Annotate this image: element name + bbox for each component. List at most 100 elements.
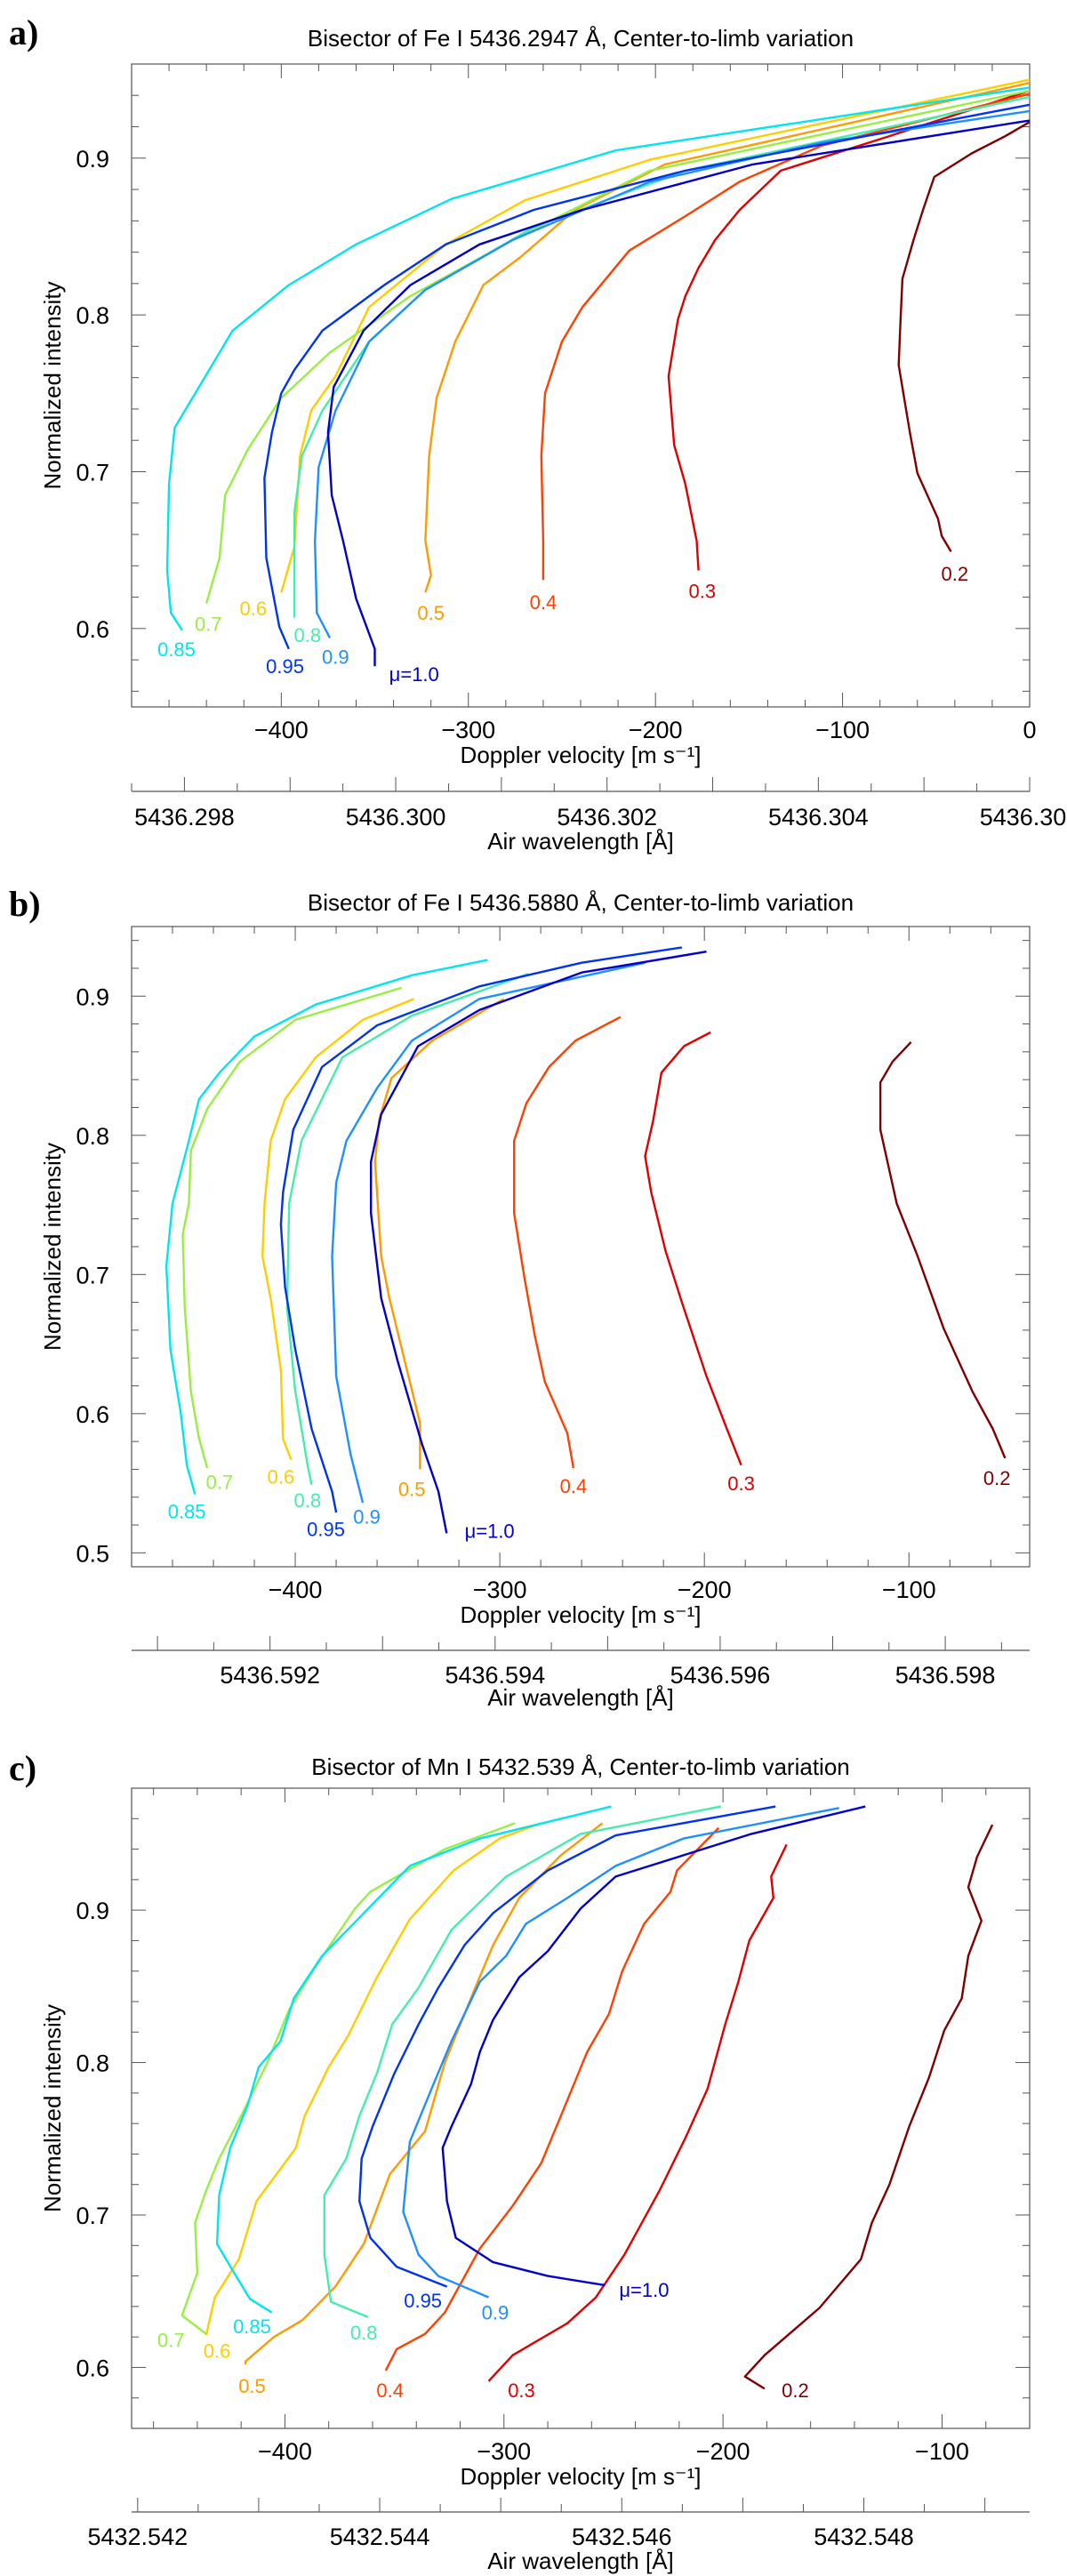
bisector-curve-0.2 — [897, 121, 1031, 553]
y-tick-label: 0.9 — [76, 146, 109, 173]
chart-panel-1: a) Bisector of Fe I 5436.2947 Å, Center-t… — [9, 12, 1067, 855]
y-tick-label: 0.8 — [76, 302, 109, 329]
y-tick-label: 0.8 — [76, 1123, 109, 1150]
curve-label: 0.6 — [239, 598, 267, 620]
bisector-curve-0.5 — [373, 998, 505, 1470]
curve-label: 0.4 — [560, 1475, 588, 1497]
curve-label: 0.2 — [983, 1467, 1011, 1489]
x-axis-title: Doppler velocity [m s⁻¹] — [461, 742, 702, 768]
panel-label: a) — [9, 12, 38, 52]
x-tick-label: −300 — [477, 2438, 531, 2465]
x-tick-label: −100 — [815, 717, 870, 743]
wavelength-tick-label: 5436.298 — [134, 804, 235, 831]
bisector-curve-0.6 — [280, 78, 1031, 593]
bisector-curve-1.0 — [326, 119, 1031, 667]
wavelength-tick-label: 5432.548 — [814, 2524, 914, 2550]
y-tick-label: 0.9 — [76, 1898, 109, 1924]
bisector-curve-0.8 — [323, 1805, 721, 2319]
x-axis-title: Doppler velocity [m s⁻¹] — [461, 1601, 702, 1628]
curve-label: 0.5 — [238, 2375, 266, 2397]
curve-label: 0.85 — [168, 1500, 206, 1522]
bisector-curve-0.9 — [331, 961, 646, 1504]
y-axis-title: Normalized intensity — [39, 2004, 66, 2212]
curve-label: 0.7 — [195, 614, 222, 636]
curve-label: 0.3 — [688, 581, 716, 603]
bisector-curve-0.6 — [261, 998, 414, 1460]
wavelength-tick-label: 5436.304 — [768, 804, 869, 831]
x-tick-label: −100 — [882, 1577, 936, 1603]
wavelength-tick-label: 5436.302 — [557, 804, 657, 831]
curve-label: 0.95 — [266, 655, 304, 678]
bisector-curve-1.0 — [370, 951, 707, 1534]
x-tick-label: −400 — [269, 1577, 323, 1603]
curve-label: 0.3 — [727, 1473, 755, 1495]
wavelength-axis-title: Air wavelength [Å] — [487, 2548, 674, 2574]
bisector-curve-0.4 — [540, 92, 1031, 581]
curve-label: 0.8 — [293, 624, 321, 646]
bisector-curve-0.85 — [215, 1805, 612, 2314]
bisector-curve-0.2 — [878, 1041, 1007, 1459]
wavelength-tick-label: 5436.306 — [980, 804, 1067, 831]
chart-title: Bisector of Fe I 5436.5880 Å, Center-to-… — [308, 889, 854, 916]
bisector-curve-0.95 — [358, 1805, 776, 2288]
y-tick-label: 0.6 — [76, 616, 109, 643]
bisector-curve-0.3 — [487, 1843, 788, 2382]
bisector-curve-0.5 — [424, 82, 1031, 593]
bisector-curve-0.85 — [164, 959, 488, 1495]
bisector-curve-0.9 — [314, 109, 1031, 638]
curve-label: 0.8 — [350, 2322, 378, 2344]
x-tick-label: −200 — [696, 2438, 750, 2465]
curve-label: 0.6 — [268, 1465, 295, 1488]
wavelength-axis-title: Air wavelength [Å] — [487, 828, 674, 855]
curve-label: μ=1.0 — [389, 663, 439, 686]
bisector-curve-0.7 — [205, 89, 1031, 604]
chart-panel-2: b) Bisector of Fe I 5436.5880 Å, Center-t… — [9, 884, 1031, 1711]
wavelength-tick-label: 5432.542 — [87, 2524, 188, 2550]
y-tick-label: 0.7 — [76, 1262, 109, 1288]
curve-label: 0.4 — [530, 591, 558, 614]
curve-label: μ=1.0 — [619, 2279, 669, 2301]
curve-label: 0.7 — [206, 1472, 234, 1494]
curve-label: 0.7 — [157, 2330, 185, 2352]
x-tick-label: −400 — [258, 2438, 312, 2465]
plot-frame — [131, 1787, 1031, 2429]
bisector-curve-0.4 — [513, 1015, 622, 1469]
wavelength-tick-label: 5432.546 — [572, 2524, 672, 2550]
wavelength-tick-label: 5436.592 — [220, 1662, 320, 1689]
y-tick-label: 0.7 — [76, 459, 109, 486]
wavelength-tick-label: 5436.596 — [670, 1662, 771, 1689]
plot-frame — [131, 926, 1031, 1568]
x-tick-label: −300 — [441, 717, 495, 743]
x-tick-label: −300 — [473, 1577, 527, 1603]
bisector-curve-0.4 — [384, 1826, 720, 2371]
y-tick-label: 0.5 — [76, 1540, 109, 1567]
wavelength-axis-title: Air wavelength [Å] — [487, 1684, 674, 1711]
wavelength-tick-label: 5436.598 — [895, 1662, 996, 1689]
bisector-curve-0.8 — [285, 973, 529, 1485]
bisector-curve-0.9 — [402, 1807, 839, 2299]
y-axis-title: Normalized intensity — [39, 1143, 66, 1351]
chart-title: Bisector of Mn I 5432.539 Å, Center-to-l… — [311, 1753, 850, 1780]
y-tick-label: 0.7 — [76, 2203, 109, 2229]
curve-label: 0.85 — [233, 2315, 271, 2338]
curve-label: 0.2 — [782, 2379, 809, 2402]
curve-label: 0.85 — [157, 638, 196, 661]
x-tick-label: −200 — [678, 1577, 732, 1603]
curve-label: 0.9 — [353, 1506, 381, 1529]
curve-label: 0.5 — [417, 602, 445, 624]
x-tick-label: −200 — [629, 717, 683, 743]
y-tick-label: 0.9 — [76, 983, 109, 1010]
panel-label: b) — [9, 884, 41, 924]
bisector-curve-0.5 — [244, 1822, 604, 2364]
curve-label: μ=1.0 — [465, 1520, 515, 1542]
y-tick-label: 0.8 — [76, 2050, 109, 2077]
bisector-curve-0.7 — [181, 1822, 516, 2335]
curve-label: 0.95 — [307, 1519, 345, 1541]
curve-label: 0.3 — [508, 2379, 535, 2402]
x-tick-label: −100 — [915, 2438, 969, 2465]
y-tick-label: 0.6 — [76, 1401, 109, 1428]
y-tick-label: 0.6 — [76, 2355, 109, 2381]
bisector-curve-0.3 — [644, 1031, 742, 1466]
bisector-curve-0.3 — [667, 89, 1031, 571]
